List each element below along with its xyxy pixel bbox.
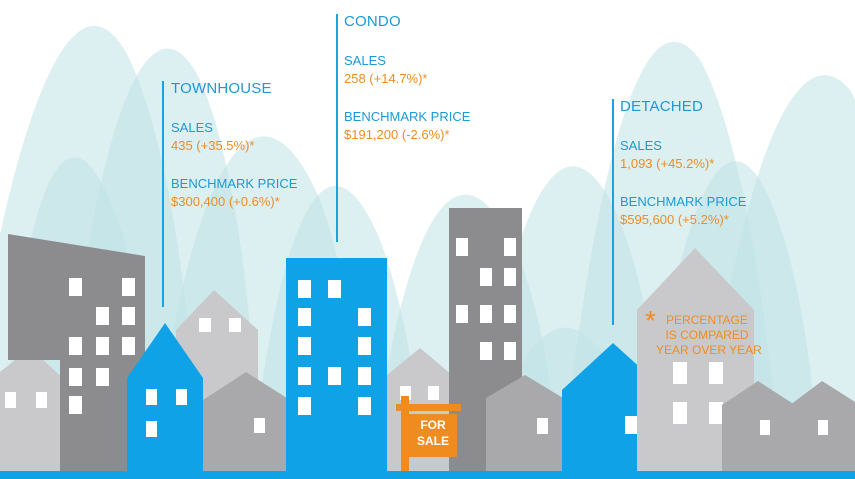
condo-price-value: $191,200 (-2.6%)* xyxy=(344,127,450,142)
townhouse-sales-label: SALES xyxy=(171,120,213,135)
house-light-gray-middle xyxy=(387,348,452,479)
townhouse-title: TOWNHOUSE xyxy=(171,80,272,97)
blue-condo-tower xyxy=(286,258,387,479)
house-gray-middle-right xyxy=(486,375,563,479)
sign-line-2: SALE xyxy=(416,434,449,448)
houses-gray-far-right xyxy=(722,381,855,479)
footnote-line-1: PERCENTAGE xyxy=(666,313,748,327)
footnote-asterisk-icon: * xyxy=(645,305,656,336)
detached-sales-value: 1,093 (+45.2%)* xyxy=(620,156,715,171)
for-sale-sign-text: FOR SALE xyxy=(409,417,457,449)
ground-strip xyxy=(0,471,855,479)
gray-tall-tower xyxy=(449,208,522,479)
condo-title: CONDO xyxy=(344,13,401,30)
footnote-text: PERCENTAGE IS COMPARED YEAR OVER YEAR xyxy=(656,313,762,358)
condo-price-label: BENCHMARK PRICE xyxy=(344,109,471,124)
house-far-left xyxy=(0,348,65,479)
apartment-slanted-left xyxy=(8,234,145,479)
condo-leader-line xyxy=(336,14,338,242)
townhouse-sales-value: 435 (+35.5%)* xyxy=(171,138,255,153)
house-gray-mid-left xyxy=(203,372,290,479)
detached-sales-label: SALES xyxy=(620,138,662,153)
condo-sales-label: SALES xyxy=(344,53,386,68)
sign-line-1: FOR xyxy=(420,418,446,432)
for-sale-sign-graphic xyxy=(396,396,461,479)
townhouse-price-value: $300,400 (+0.6%)* xyxy=(171,194,280,209)
detached-price-label: BENCHMARK PRICE xyxy=(620,194,747,209)
detached-title: DETACHED xyxy=(620,98,703,115)
townhouse-leader-line xyxy=(162,81,164,307)
footnote-line-3: YEAR OVER YEAR xyxy=(656,343,762,357)
blue-townhouse xyxy=(127,323,203,479)
detached-leader-line xyxy=(612,99,614,325)
townhouse-price-label: BENCHMARK PRICE xyxy=(171,176,298,191)
detached-price-value: $595,600 (+5.2%)* xyxy=(620,212,729,227)
condo-sales-value: 258 (+14.7%)* xyxy=(344,71,428,86)
footnote-line-2: IS COMPARED xyxy=(665,328,749,342)
